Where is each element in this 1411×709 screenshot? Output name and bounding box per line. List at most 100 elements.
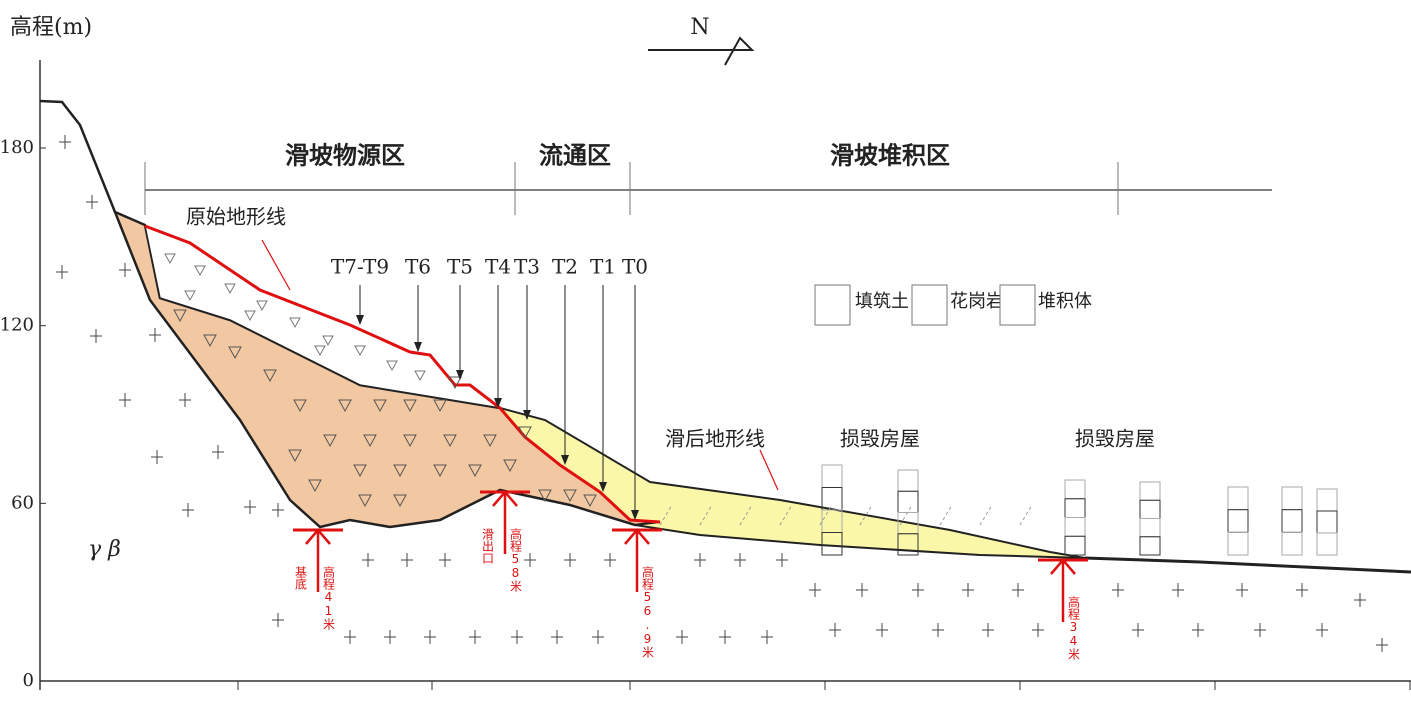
legend-swatch [814,284,851,326]
fill-symbol [354,345,366,357]
point-label: T4 [485,255,511,279]
arrow-head [631,510,639,520]
hatch [779,504,793,526]
house [1316,510,1338,534]
hatch [979,504,993,526]
arrow-head [523,410,531,420]
deposit-symbol [518,426,532,440]
house-label: 损毁房屋 [1075,427,1155,451]
house [1139,481,1161,501]
arrow-head [561,455,569,465]
point-label: T3 [514,255,540,279]
fill-symbol [184,290,196,302]
deposit-symbol [563,489,577,503]
house [1139,536,1161,556]
leader [261,239,291,291]
house [1064,479,1086,500]
house [1227,486,1249,511]
compass-label: N [690,15,709,40]
hatch [739,504,753,526]
deposit-symbol [483,434,497,448]
zone-label: 滑坡物源区 [285,141,405,170]
y-tick-label: 0 [23,670,34,691]
legend-label: 填筑土 [855,291,909,312]
house [1227,509,1249,533]
fill-symbol [289,317,301,329]
decoration [56,135,1388,652]
deposit-symbol [373,399,387,413]
fill-symbol [224,283,236,295]
deposit-symbol [363,434,377,448]
hatch [699,504,713,526]
zone-label: 滑坡堆积区 [830,141,950,170]
hatch [819,504,833,526]
house [897,490,919,513]
line-label: 滑后地形线 [665,427,765,451]
marker-label: 高程56.9米 [641,565,655,658]
house [821,532,843,556]
arrow-head [356,315,364,325]
zone-label: 流通区 [539,141,611,170]
house [897,533,919,556]
deposit-symbol [583,494,597,508]
house [821,487,843,511]
house [1281,509,1303,533]
house [1139,499,1161,519]
deposit-symbol [448,376,462,390]
deposit-symbol [293,399,307,413]
deposit-symbol [353,464,367,478]
compass-arrow [724,36,755,66]
deposit-symbol [358,494,372,508]
point-label: T6 [405,255,431,279]
hatch [1019,504,1033,526]
deposit-symbol [308,479,322,493]
deposit-symbol [443,434,457,448]
hatch [899,504,913,526]
deposit-symbol [263,369,277,383]
rock-label: γ β [88,537,121,562]
house [1064,498,1086,518]
house [1064,535,1086,556]
post-slide-line [1084,556,1411,574]
point-label: T5 [447,255,473,279]
deposit-symbol [393,464,407,478]
house [1316,532,1338,556]
fill-symbol [244,310,256,322]
fill-symbol [314,345,326,357]
house [1281,486,1303,511]
house [1316,488,1338,512]
legend-label: 花岗岩 [950,291,1004,312]
y-tick-label: 60 [11,492,34,513]
line-label: 原始地形线 [186,205,286,229]
legend-swatch [999,284,1036,326]
hatch [659,504,673,526]
marker-label: 高程34米 [1067,595,1081,660]
house [1227,531,1249,556]
deposit-symbol [433,464,447,478]
hatch [859,504,873,526]
deposit-symbol [503,459,517,473]
arrow-head [414,342,422,352]
legend-label: 堆积体 [1038,291,1092,312]
house [1064,517,1086,537]
slope-line [39,99,117,213]
y-tick-label: 120 [0,315,34,336]
point-label: T2 [552,255,578,279]
fill-symbol [386,360,398,372]
arrow-head [456,370,464,380]
axis-label: 高程(m) [10,15,92,40]
marker-note: 滑出口 [481,528,495,564]
deposit-symbol [323,434,337,448]
house [1139,518,1161,538]
deposit-symbol [173,309,187,323]
point-label: T7-T9 [331,255,389,279]
deposit-symbol [468,464,482,478]
point-label: T0 [622,255,648,279]
house-label: 损毁房屋 [840,427,920,451]
deposit-symbol [203,334,217,348]
fill-symbol [414,370,426,382]
house [821,464,843,488]
marker-label: 高程41米 [322,565,336,630]
